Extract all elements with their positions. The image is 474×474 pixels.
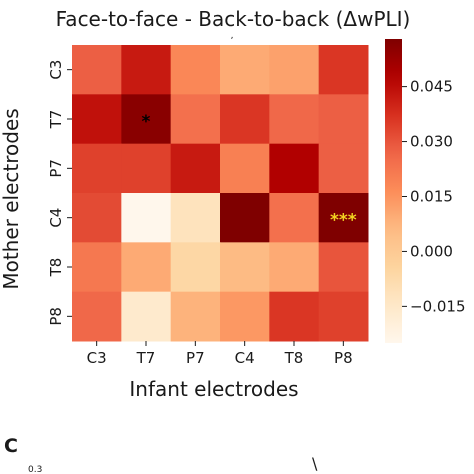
colorbar: [385, 39, 402, 343]
heatmap-cell: [220, 193, 270, 243]
x-tick-label: T7: [136, 349, 156, 367]
colorbar-tick-label: 0.000: [410, 242, 453, 260]
x-tick-label: T8: [284, 349, 304, 367]
colorbar-tick-label: 0.045: [410, 78, 453, 96]
heatmap-cell: [318, 94, 369, 145]
heatmap-cell: [269, 291, 320, 342]
y-tick-label: T8: [47, 258, 65, 278]
colorbar-tick-label: 0.015: [410, 187, 453, 205]
panel-c-label: C: [4, 435, 18, 457]
colorbar-ticks: −0.015 0.000 0.015 0.030 0.045: [402, 78, 466, 315]
x-tick-label: C3: [87, 349, 107, 367]
heatmap-cell: [170, 45, 221, 95]
heatmap-cell: [269, 143, 320, 194]
heatmap-cell: [318, 193, 369, 243]
heatmap-cell: [318, 242, 369, 293]
colorbar-tick-label: 0.030: [410, 133, 453, 151]
colorbar-tick-label: −0.015: [410, 297, 466, 315]
heatmap-cell: [269, 94, 320, 145]
panel-c-title-fragment: \: [312, 454, 318, 473]
y-axis-label: Mother electrodes: [0, 108, 23, 289]
significance-marker: ***: [330, 211, 357, 231]
heatmap-cell: [220, 242, 270, 293]
title-artifact: ,: [231, 31, 234, 41]
y-tick-labels: C3 T7 P7 C4 T8 P8: [47, 60, 72, 326]
heatmap-cell: [269, 242, 320, 293]
y-tick-label: C3: [47, 60, 65, 80]
heatmap-cell: [170, 291, 221, 342]
heatmap-cell: [121, 94, 172, 145]
y-tick-label: P8: [47, 307, 65, 326]
heatmap-cell: [269, 45, 320, 95]
heatmap: [72, 45, 369, 342]
y-tick-label: C4: [47, 208, 65, 228]
y-tick-label: P7: [47, 159, 65, 178]
panel-c-y-tick-fragment: 0.3: [28, 465, 42, 474]
heatmap-cell: [220, 143, 270, 194]
x-tick-label: P7: [186, 349, 205, 367]
y-tick-label: T7: [47, 110, 65, 130]
heatmap-cell: [72, 291, 122, 342]
heatmap-cell: [220, 45, 270, 95]
heatmap-cell: [170, 94, 221, 145]
x-axis-label: Infant electrodes: [129, 377, 298, 401]
chart-title: Face-to-face - Back-to-back (ΔwPLI): [56, 7, 411, 31]
heatmap-cell: [318, 291, 369, 342]
heatmap-cell: [121, 193, 172, 243]
heatmap-cell: [170, 242, 221, 293]
heatmap-cell: [72, 193, 122, 243]
heatmap-cell: [72, 94, 122, 145]
x-tick-label: P8: [334, 349, 353, 367]
heatmap-cell: [170, 143, 221, 194]
heatmap-cell: [121, 143, 172, 194]
heatmap-cell: [318, 143, 369, 194]
heatmap-cell: [121, 45, 172, 95]
heatmap-cell: [72, 242, 122, 293]
heatmap-cell: [318, 45, 369, 95]
heatmap-cell: [220, 94, 270, 145]
heatmap-cell: [269, 193, 320, 243]
heatmap-cell: [220, 291, 270, 342]
x-tick-label: C4: [235, 349, 255, 367]
heatmap-cell: [72, 143, 122, 194]
heatmap-cell: [72, 45, 122, 95]
heatmap-cell: [121, 291, 172, 342]
significance-marker: *: [142, 112, 151, 132]
heatmap-cell: [170, 193, 221, 243]
x-tick-labels: C3 T7 P7 C4 T8 P8: [87, 341, 353, 367]
cell-annotations: ****: [142, 112, 357, 231]
heatmap-cell: [121, 242, 172, 293]
